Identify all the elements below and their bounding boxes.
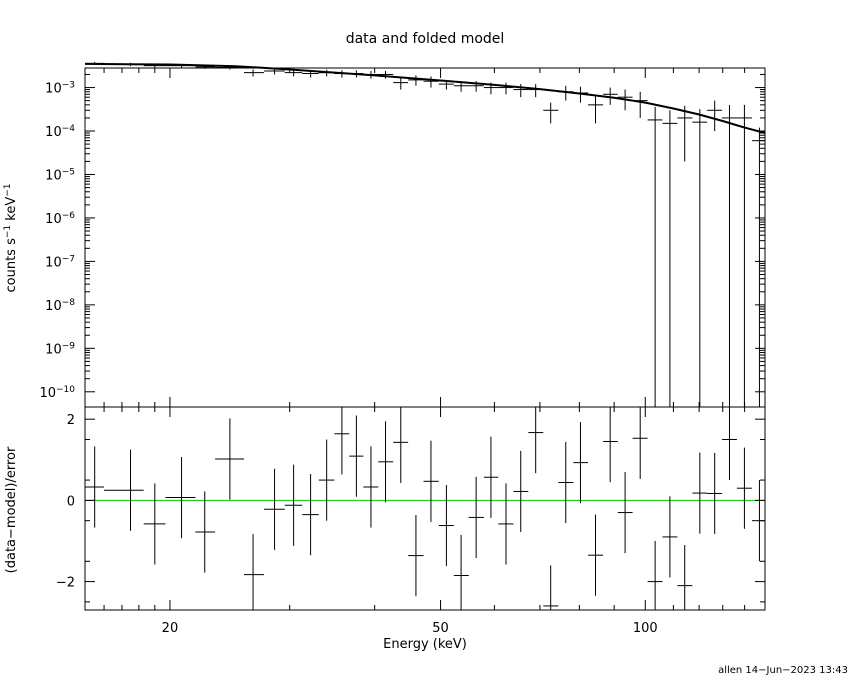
y-tick-base: 10 [45, 255, 62, 270]
y-tick-exponent: −9 [62, 341, 76, 351]
y-tick-exponent: −5 [62, 167, 75, 177]
y-tick-exponent: −8 [62, 298, 76, 308]
y-tick-exponent: −10 [56, 385, 75, 395]
ylabel-sup-1: −1 [3, 225, 13, 238]
bottom-panel-ticks [85, 407, 766, 610]
x-tick-label: 50 [432, 621, 449, 636]
y-tick-label: 10−8 [45, 298, 75, 314]
bottom-panel-y-tick-labels: 2 0 −2 [56, 413, 75, 590]
y-tick-base: 10 [45, 168, 62, 183]
top-panel-frame [84, 67, 766, 408]
bottom-panel-frame [84, 406, 766, 611]
y-tick-exponent: −3 [62, 81, 75, 91]
top-panel-data-series [85, 61, 765, 407]
ylabel-sup-2: −1 [3, 183, 13, 196]
x-tick-label: 100 [633, 621, 658, 636]
y-tick-base: 10 [45, 82, 62, 97]
y-tick-base: 10 [39, 386, 56, 401]
y-tick-base: 10 [45, 212, 62, 227]
y-tick-label: 10−7 [45, 254, 75, 270]
y-tick-label: 10−3 [45, 81, 75, 97]
y-tick-label: 2 [67, 413, 75, 428]
y-tick-exponent: −6 [62, 211, 76, 221]
chart-title: data and folded model [346, 31, 505, 47]
x-tick-labels: 20 50 100 [162, 621, 658, 636]
y-tick-label: 10−10 [39, 385, 75, 401]
x-tick-label: 20 [162, 621, 179, 636]
y-tick-label: 10−9 [45, 341, 75, 357]
residual-series [85, 407, 765, 610]
ylabel-part-1: counts s [4, 238, 19, 293]
x-axis-label: Energy (keV) [383, 637, 467, 652]
y-tick-label: −2 [56, 576, 75, 591]
y-tick-exponent: −4 [62, 124, 76, 134]
bottom-y-axis-label: (data−model)/error [4, 446, 19, 573]
top-y-axis-label: counts s−1 keV−1 [3, 183, 19, 292]
y-tick-label: 10−5 [45, 167, 75, 183]
y-tick-label: 0 [67, 494, 75, 509]
top-panel-model-series [84, 62, 766, 134]
ylabel-part-2: keV [4, 197, 19, 225]
y-tick-base: 10 [45, 125, 62, 140]
model-line [84, 62, 766, 134]
y-tick-label: 10−6 [45, 211, 75, 227]
y-tick-base: 10 [45, 342, 62, 357]
y-tick-base: 10 [45, 299, 62, 314]
footer-stamp: allen 14−Jun−2023 13:43 [718, 665, 848, 676]
y-tick-label: 10−4 [45, 124, 75, 140]
top-panel-ticks [85, 68, 766, 407]
y-tick-exponent: −7 [62, 254, 75, 264]
top-panel-y-tick-labels: 10−310−410−510−610−710−810−910−10 [39, 81, 75, 401]
